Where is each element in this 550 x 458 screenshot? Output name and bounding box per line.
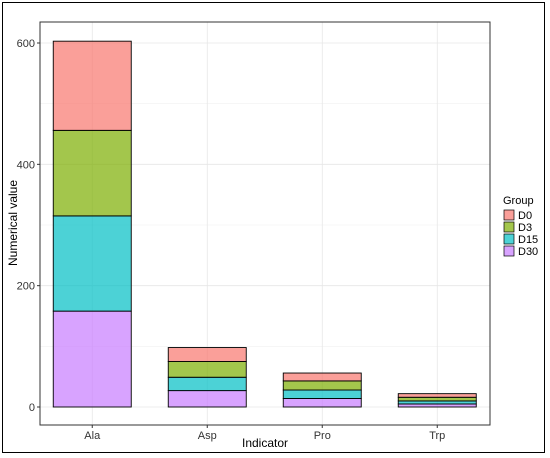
bar-segment-ala-d30 bbox=[52, 310, 132, 408]
bar-segment-ala-d15 bbox=[52, 215, 132, 312]
y-tick-label: 200 bbox=[17, 281, 35, 293]
x-tick-label-asp: Asp bbox=[198, 430, 217, 442]
y-axis: 0 200 400 600 bbox=[17, 38, 40, 414]
y-axis-title: Numerical value bbox=[6, 180, 20, 266]
legend-label-d0: D0 bbox=[518, 210, 532, 222]
x-tick-label-ala: Ala bbox=[84, 430, 101, 442]
x-axis: Ala Asp Pro Trp bbox=[84, 425, 445, 442]
bars bbox=[52, 40, 477, 408]
x-tick-label-pro: Pro bbox=[314, 430, 331, 442]
bar-segment-ala-d0 bbox=[52, 40, 132, 131]
bar-segment-trp-d0 bbox=[397, 393, 477, 398]
bar-segment-trp-d3 bbox=[397, 396, 477, 402]
bar-segment-asp-d0 bbox=[167, 347, 247, 362]
bar-segment-trp-d30 bbox=[397, 403, 477, 408]
legend-key-d15 bbox=[503, 233, 515, 245]
legend-label-d3: D3 bbox=[518, 222, 532, 234]
bar-segment-trp-d15 bbox=[397, 400, 477, 405]
x-tick-label-trp: Trp bbox=[429, 430, 445, 442]
bar-segment-asp-d30 bbox=[167, 390, 247, 408]
legend-key-d3 bbox=[503, 221, 515, 233]
legend-key-d30 bbox=[503, 245, 515, 257]
legend-key-d0 bbox=[503, 209, 515, 221]
bar-segment-pro-d15 bbox=[282, 389, 362, 399]
x-axis-title: Indicator bbox=[242, 436, 288, 450]
y-tick-label: 600 bbox=[17, 38, 35, 50]
bar-segment-ala-d3 bbox=[52, 129, 132, 217]
legend-label-d30: D30 bbox=[518, 246, 538, 258]
y-tick-label: 400 bbox=[17, 159, 35, 171]
y-tick-label: 0 bbox=[29, 402, 35, 414]
bar-segment-pro-d0 bbox=[282, 372, 362, 382]
bar-segment-pro-d30 bbox=[282, 398, 362, 408]
bar-segment-asp-d15 bbox=[167, 376, 247, 392]
plot-panel-border bbox=[39, 21, 491, 426]
legend-label-d15: D15 bbox=[518, 234, 538, 246]
legend-title: Group bbox=[503, 195, 534, 207]
bar-segment-asp-d3 bbox=[167, 361, 247, 378]
bar-segment-pro-d3 bbox=[282, 380, 362, 391]
